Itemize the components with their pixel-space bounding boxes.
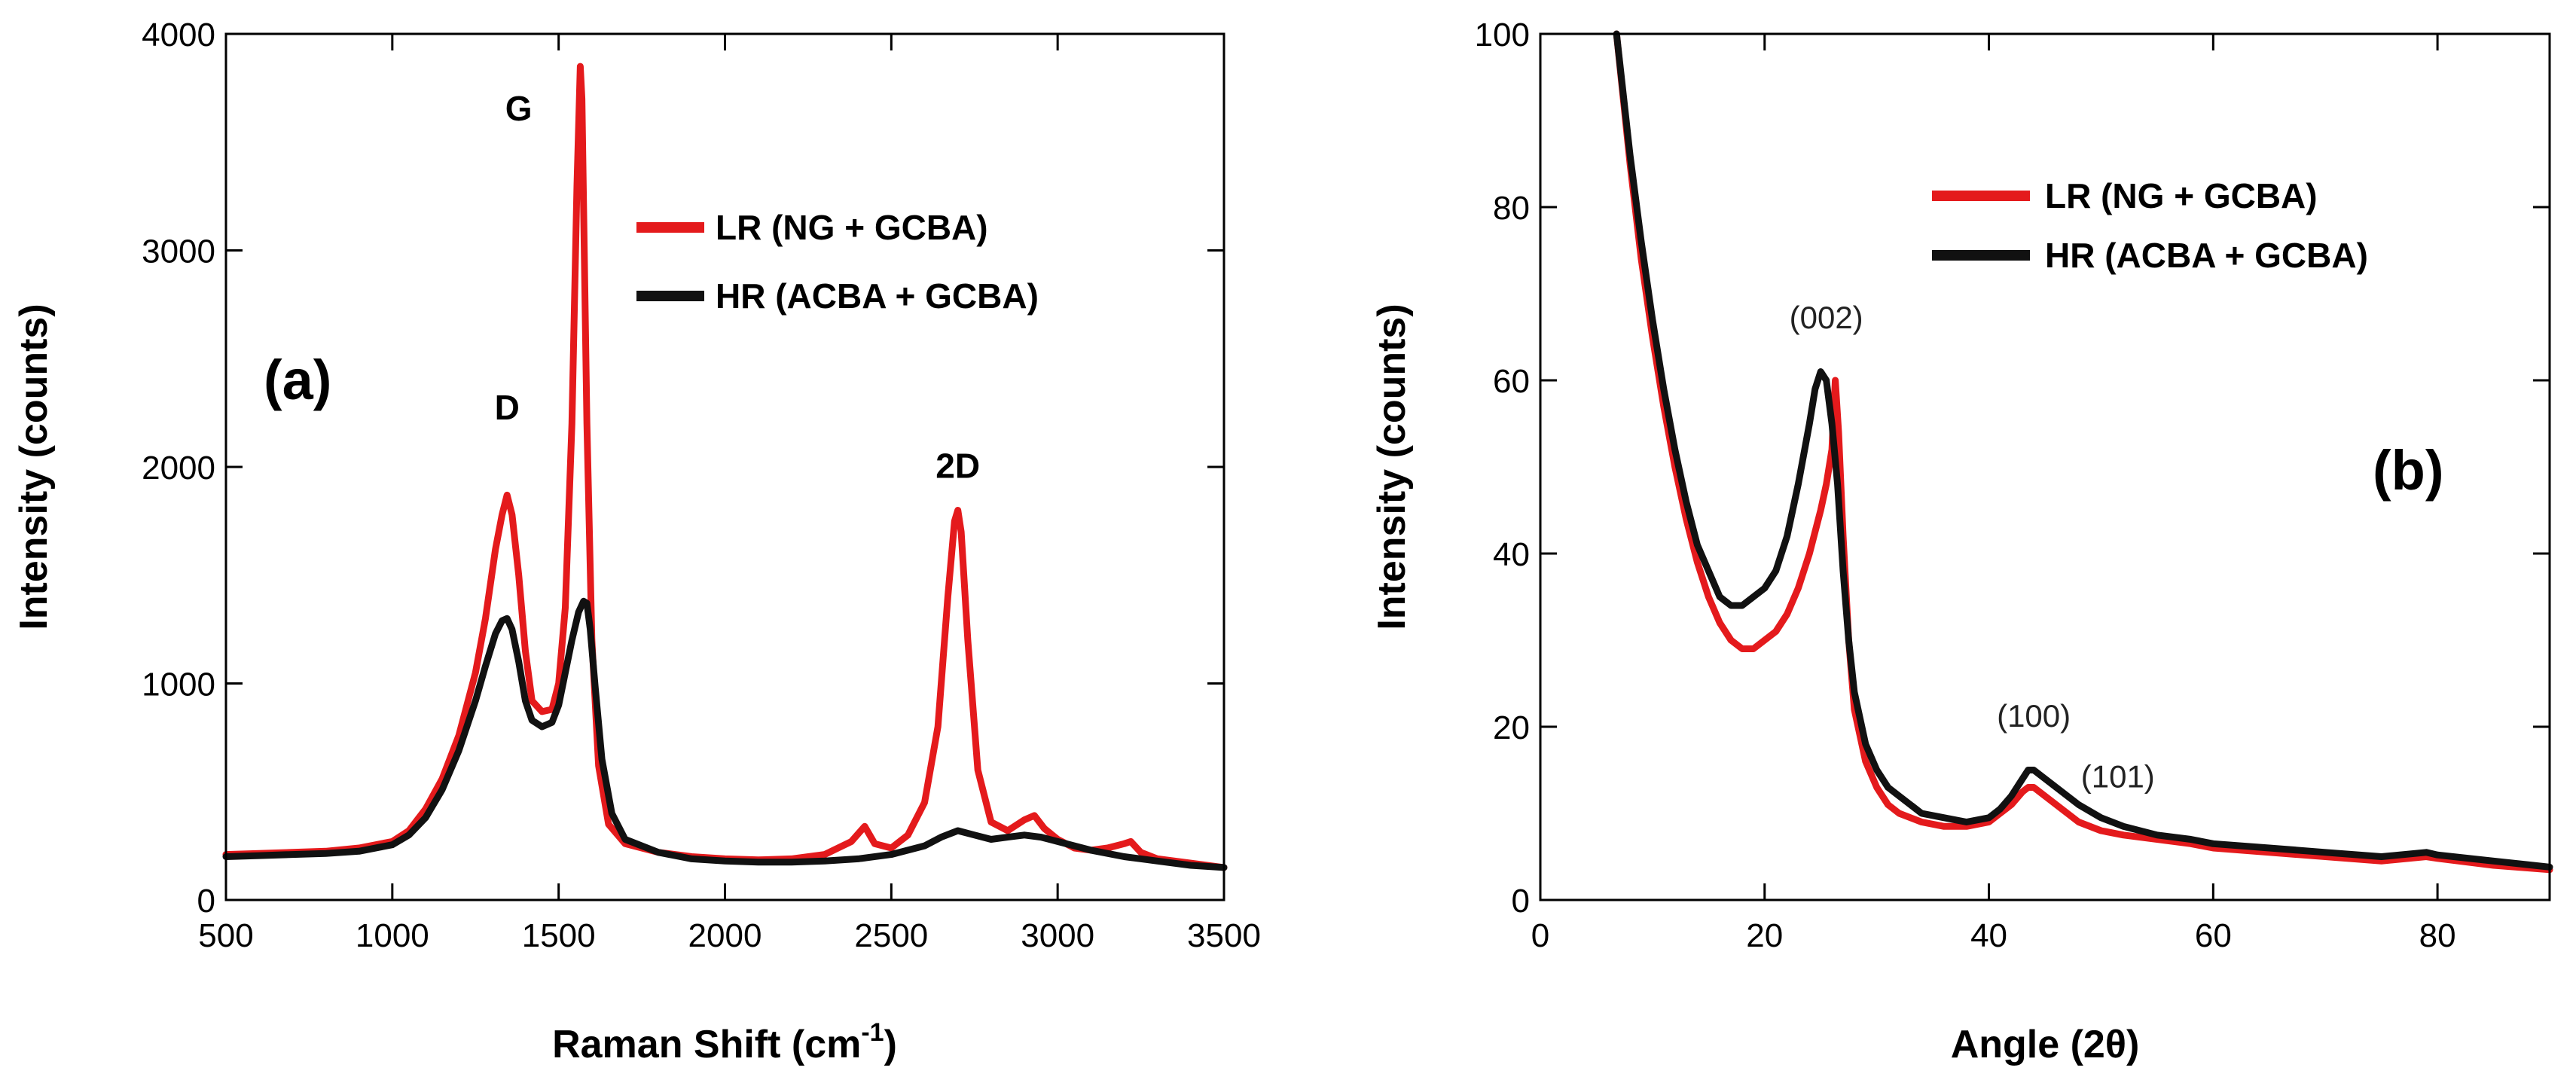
- panel-b-y-tick-label: 60: [1493, 363, 1530, 400]
- panel-b-series-hr-line: [1613, 30, 2553, 871]
- panel-a-x-tick-label: 1500: [522, 917, 596, 954]
- panel-a-y-tick-label: 1000: [142, 667, 215, 703]
- panel-a-y-tick-label: 4000: [142, 17, 215, 53]
- panel-b-y-tick-label: 40: [1493, 536, 1530, 573]
- panel-a-peak-label: D: [495, 388, 520, 427]
- panel-a-label: (a): [264, 349, 331, 411]
- panel-b-y-tick-label: 20: [1493, 709, 1530, 746]
- panel-b-x-tick-label: 60: [2195, 917, 2232, 954]
- panel-b-y-tick-label: 100: [1475, 17, 1530, 53]
- panel-b-peak-labels: (002) (100) (101): [1790, 300, 2155, 795]
- panel-a-y-axis-title: Intensity (counts): [12, 304, 56, 630]
- panel-a-series-lr-line: [222, 63, 1228, 871]
- panel-b-plot-frame: [1539, 32, 2551, 901]
- panel-a-x-tick-label: 500: [198, 917, 253, 954]
- panel-a-ticks: 500 1000 1500 2000 2500 3000 3500 0 1000 2000 3000…: [142, 17, 1261, 954]
- panel-b-x-tick-label: 20: [1746, 917, 1783, 954]
- panel-a-peak-label: G: [505, 89, 533, 128]
- panel-a-x-tick-label: 2500: [854, 917, 928, 954]
- legend-a-label-lr: LR (NG + GCBA): [716, 208, 988, 247]
- panel-b-peak-label: (002): [1790, 300, 1863, 335]
- panel-b-x-tick-label: 0: [1531, 917, 1549, 954]
- panel-a-legend: LR (NG + GCBA) HR (ACBA + GCBA): [636, 208, 1039, 316]
- panel-b-x-tick-label: 80: [2419, 917, 2456, 954]
- panel-a-peak-labels: D G 2D: [495, 89, 980, 485]
- panel-b-x-axis-title: Angle (2θ): [1951, 1023, 2140, 1066]
- panel-a-peak-label: 2D: [935, 446, 980, 485]
- panel-a-series-hr-line: [222, 597, 1228, 871]
- panel-a-plot-frame: [224, 32, 1225, 901]
- panel-b-y-axis-title: Intensity (counts): [1370, 304, 1414, 630]
- panel-b-peak-label: (100): [1997, 698, 2071, 734]
- panel-a-x-tick-label: 3000: [1021, 917, 1094, 954]
- panel-b-label: (b): [2373, 439, 2444, 502]
- panel-a-x-tick-label: 3500: [1187, 917, 1261, 954]
- panel-a-raman: 500 1000 1500 2000 2500 3000 3500 0 1000 2000 3000…: [12, 17, 1261, 1066]
- legend-b-label-hr: HR (ACBA + GCBA): [2045, 236, 2368, 275]
- panel-a-x-tick-label: 1000: [356, 917, 429, 954]
- panel-a-x-axis-title: Raman Shift (cm-1): [552, 1018, 897, 1066]
- panel-a-y-tick-label: 0: [197, 883, 215, 920]
- panel-b-legend: LR (NG + GCBA) HR (ACBA + GCBA): [1932, 176, 2368, 275]
- legend-a-label-hr: HR (ACBA + GCBA): [716, 276, 1039, 316]
- panel-a-series: [222, 63, 1228, 871]
- panel-b-peak-label: (101): [2081, 759, 2155, 795]
- panel-b-x-tick-label: 40: [1970, 917, 2007, 954]
- panel-b-y-tick-label: 0: [1512, 883, 1530, 920]
- panel-b-series: [1613, 30, 2553, 874]
- legend-b-label-lr: LR (NG + GCBA): [2045, 176, 2318, 215]
- panel-b-ticks: 0 20 40 60 80 0 20 40 60 80 100: [1475, 17, 2550, 954]
- panel-a-y-tick-label: 2000: [142, 450, 215, 487]
- panel-b-y-tick-label: 80: [1493, 190, 1530, 227]
- panel-b-xrd: 0 20 40 60 80 0 20 40 60 80 100 Angle (2θ) Intensi…: [1370, 17, 2553, 1066]
- panel-a-x-tick-label: 2000: [688, 917, 762, 954]
- panel-b-series-lr-line: [1613, 30, 2553, 874]
- panel-a-y-tick-label: 3000: [142, 233, 215, 270]
